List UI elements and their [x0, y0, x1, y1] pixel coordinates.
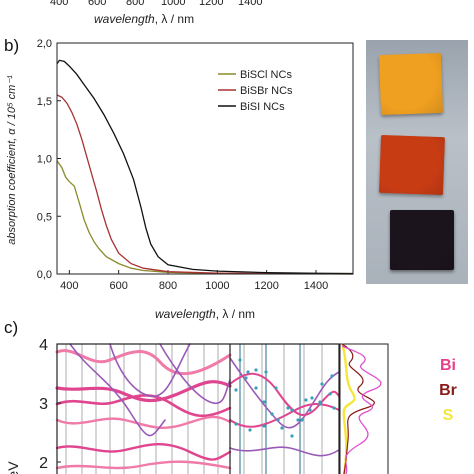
dos-curve: [340, 343, 356, 474]
dos-curve: [341, 345, 382, 474]
energy-tick-label: 4: [39, 337, 48, 354]
band-line: [55, 349, 232, 376]
band-marker: [234, 388, 238, 392]
band-marker: [308, 408, 312, 412]
top-tick-label: 600: [88, 0, 107, 8]
legend: BiSCl NCs BiSBr NCs BiSI NCs: [218, 69, 293, 113]
band-marker: [234, 422, 238, 426]
band-marker: [238, 358, 242, 362]
band-marker: [300, 418, 304, 422]
band-line: [229, 372, 340, 416]
x-tick-label: 800: [159, 280, 177, 292]
band-marker: [296, 418, 300, 422]
panel-label-b: b): [4, 36, 20, 55]
band-marker: [246, 370, 250, 374]
x-tick-label: 600: [109, 280, 127, 292]
band-marker: [264, 370, 268, 374]
y-tick-label: 2,0: [37, 38, 52, 50]
band-marker: [286, 406, 290, 410]
band-marker: [262, 424, 266, 428]
band-line: [229, 446, 340, 457]
band-marker: [318, 402, 322, 406]
panel-label-c: c): [4, 318, 19, 337]
band-line: [55, 380, 232, 403]
band-line: [55, 443, 232, 461]
series-line: [56, 94, 354, 275]
legend-label: BiSBr NCs: [240, 85, 293, 97]
y-axis-label: absorption coefficient, α / 10⁵ cm⁻¹: [6, 75, 18, 245]
band-line: [229, 357, 340, 429]
energy-tick-label: 3: [39, 396, 48, 413]
x-tick-label: 400: [60, 280, 78, 292]
y-tick-label: 0,0: [37, 269, 52, 281]
legend-label: BiSCl NCs: [240, 69, 292, 81]
plot-frame: [56, 42, 354, 275]
legend-label: BiSI NCs: [240, 101, 285, 113]
band-marker: [248, 428, 252, 432]
x-tick-label: 1200: [254, 280, 278, 292]
band-marker: [270, 412, 274, 416]
band-line: [55, 394, 232, 418]
band-marker: [254, 368, 258, 372]
dos-frame: [339, 343, 389, 474]
dos-legend-label: S: [443, 407, 454, 424]
top-axis-ticks: 400 600 800 1000 1200 1400: [50, 0, 280, 10]
top-tick-label: 1200: [199, 0, 224, 8]
sample-bisci: [378, 52, 444, 116]
band-marker: [328, 392, 332, 396]
band-marker: [254, 386, 258, 390]
dos-curve: [341, 343, 375, 474]
x-axis-label: wavelength, λ / nm: [155, 307, 255, 321]
sample-bisi: [390, 210, 454, 270]
band-marker: [280, 426, 284, 430]
top-tick-label: 800: [126, 0, 145, 8]
band-line: [229, 403, 340, 428]
sample-bisbr: [379, 134, 445, 196]
top-axis-label: wavelength, λ / nm: [94, 12, 194, 26]
energy-axis-label: eV: [5, 461, 21, 474]
dos-legend-label: Br: [439, 382, 457, 399]
energy-tick-label: 2: [39, 455, 48, 472]
band-structure-chart: 4 3 2 eV Bi Br S: [5, 337, 457, 474]
band-marker: [304, 398, 308, 402]
top-tick-label: 1000: [161, 0, 186, 8]
top-tick-label: 400: [50, 0, 69, 8]
band-marker: [290, 434, 294, 438]
y-tick-label: 1,0: [37, 154, 52, 166]
series-line: [56, 160, 354, 275]
y-tick-label: 0,5: [37, 211, 52, 223]
absorption-chart: 400 600 800 1000 1200 1400 0,0 0,5 1,0 1,5 2,0 abs…: [6, 38, 354, 321]
band-plot-frame: [56, 343, 340, 474]
band-marker: [262, 400, 266, 404]
band-marker: [274, 386, 278, 390]
band-line: [55, 460, 232, 470]
x-tick-label: 1000: [205, 280, 229, 292]
dos-legend-label: Bi: [440, 357, 456, 374]
band-marker: [290, 408, 294, 412]
series-line: [56, 59, 354, 275]
band-line: [69, 343, 166, 437]
x-tick-label: 1400: [304, 280, 328, 292]
band-line: [109, 343, 191, 397]
band-marker: [276, 418, 280, 422]
band-line: [159, 343, 231, 405]
y-tick-label: 1,5: [37, 96, 52, 108]
top-axis-label-unit: , λ / nm: [154, 12, 195, 26]
band-marker: [332, 406, 336, 410]
top-tick-label: 1400: [238, 0, 263, 8]
band-marker: [244, 376, 248, 380]
band-marker: [310, 396, 314, 400]
top-axis-label-main: wavelength: [94, 12, 155, 26]
band-line: [55, 415, 232, 430]
sample-photo: [366, 40, 468, 284]
band-marker: [330, 374, 334, 378]
band-marker: [320, 382, 324, 386]
